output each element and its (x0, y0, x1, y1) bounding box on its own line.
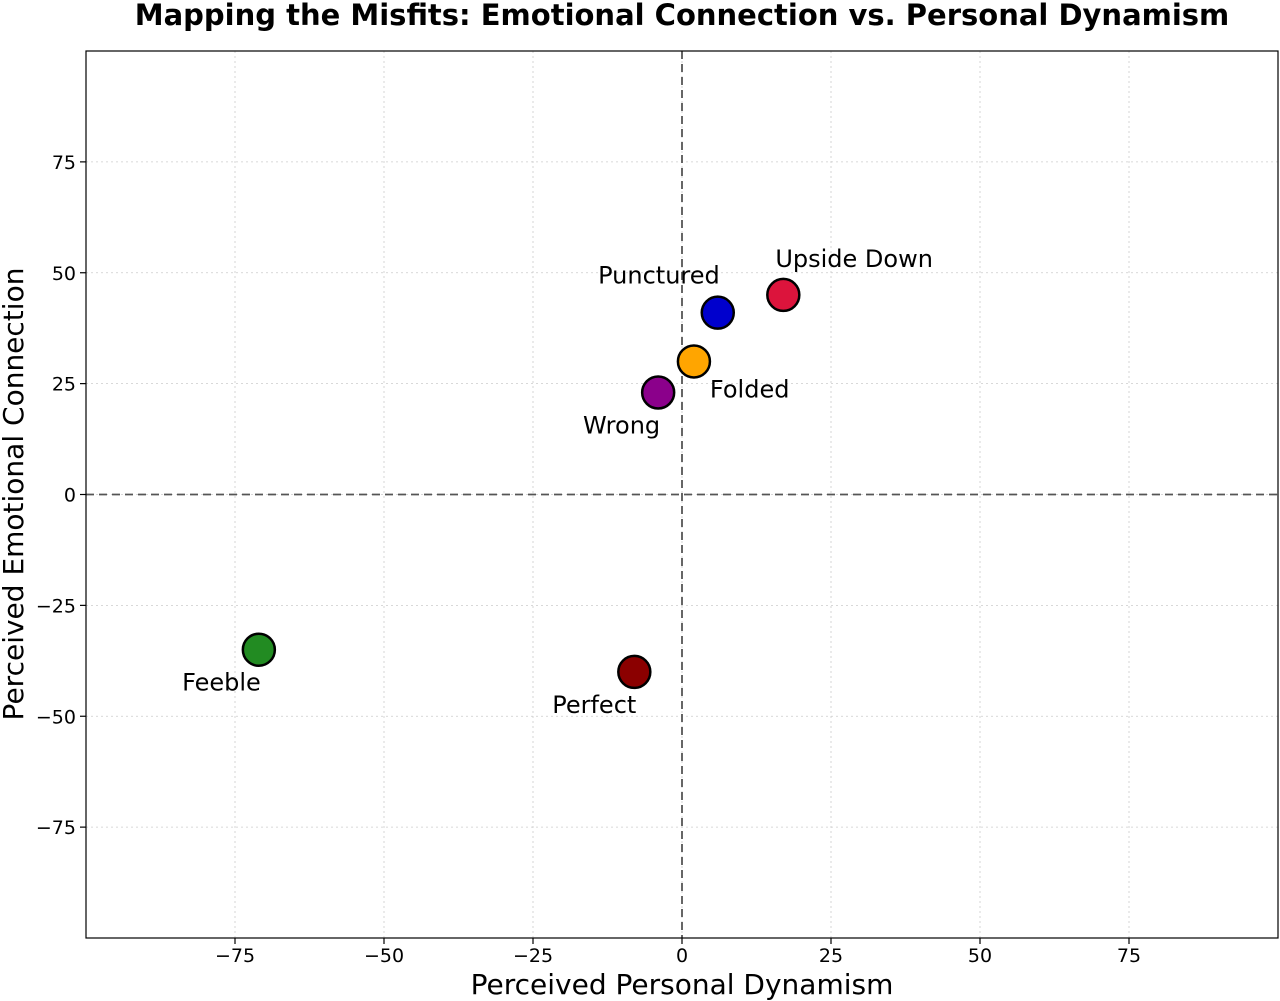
y-tick-label: 25 (52, 374, 76, 396)
y-tick-label: 0 (64, 485, 76, 507)
point-label: Perfect (552, 691, 636, 719)
y-tick-label: −75 (36, 817, 76, 839)
x-tick-label: −50 (364, 945, 404, 967)
y-tick-label: 75 (52, 152, 76, 174)
data-point (766, 277, 801, 313)
x-tick-label: −75 (215, 945, 255, 967)
x-tick-label: −25 (513, 945, 553, 967)
x-tick-label: 25 (819, 945, 843, 967)
data-point (676, 344, 712, 379)
data-point (700, 295, 736, 330)
y-tick-label: −50 (36, 706, 76, 728)
y-tick-label: −25 (36, 595, 76, 617)
point-labels: Upside Down Punctured Folded Wrong Feeble Per… (182, 245, 933, 719)
point-label: Wrong (583, 411, 660, 439)
x-tick-label: 0 (676, 945, 688, 967)
data-point (617, 654, 652, 690)
point-label: Feeble (182, 669, 261, 697)
data-points (241, 277, 801, 690)
data-point (640, 375, 676, 410)
x-tick-label: 50 (968, 945, 992, 967)
data-point (241, 632, 277, 667)
x-tick-label: 75 (1117, 945, 1141, 967)
point-label: Upside Down (775, 245, 933, 273)
x-axis-label: Perceived Personal Dynamism (471, 968, 894, 1001)
point-label: Punctured (598, 262, 720, 290)
reference-lines (86, 51, 1278, 938)
y-tick-label: 50 (52, 263, 76, 285)
y-axis-label: Perceived Emotional Connection (0, 268, 30, 721)
point-label: Folded (710, 375, 790, 403)
axis-ticks: −75 −50 −25 0 25 50 75 −75 −50 −25 0 25 50 75 (36, 152, 1141, 967)
chart-title: Mapping the Misfits: Emotional Connectio… (135, 0, 1230, 32)
